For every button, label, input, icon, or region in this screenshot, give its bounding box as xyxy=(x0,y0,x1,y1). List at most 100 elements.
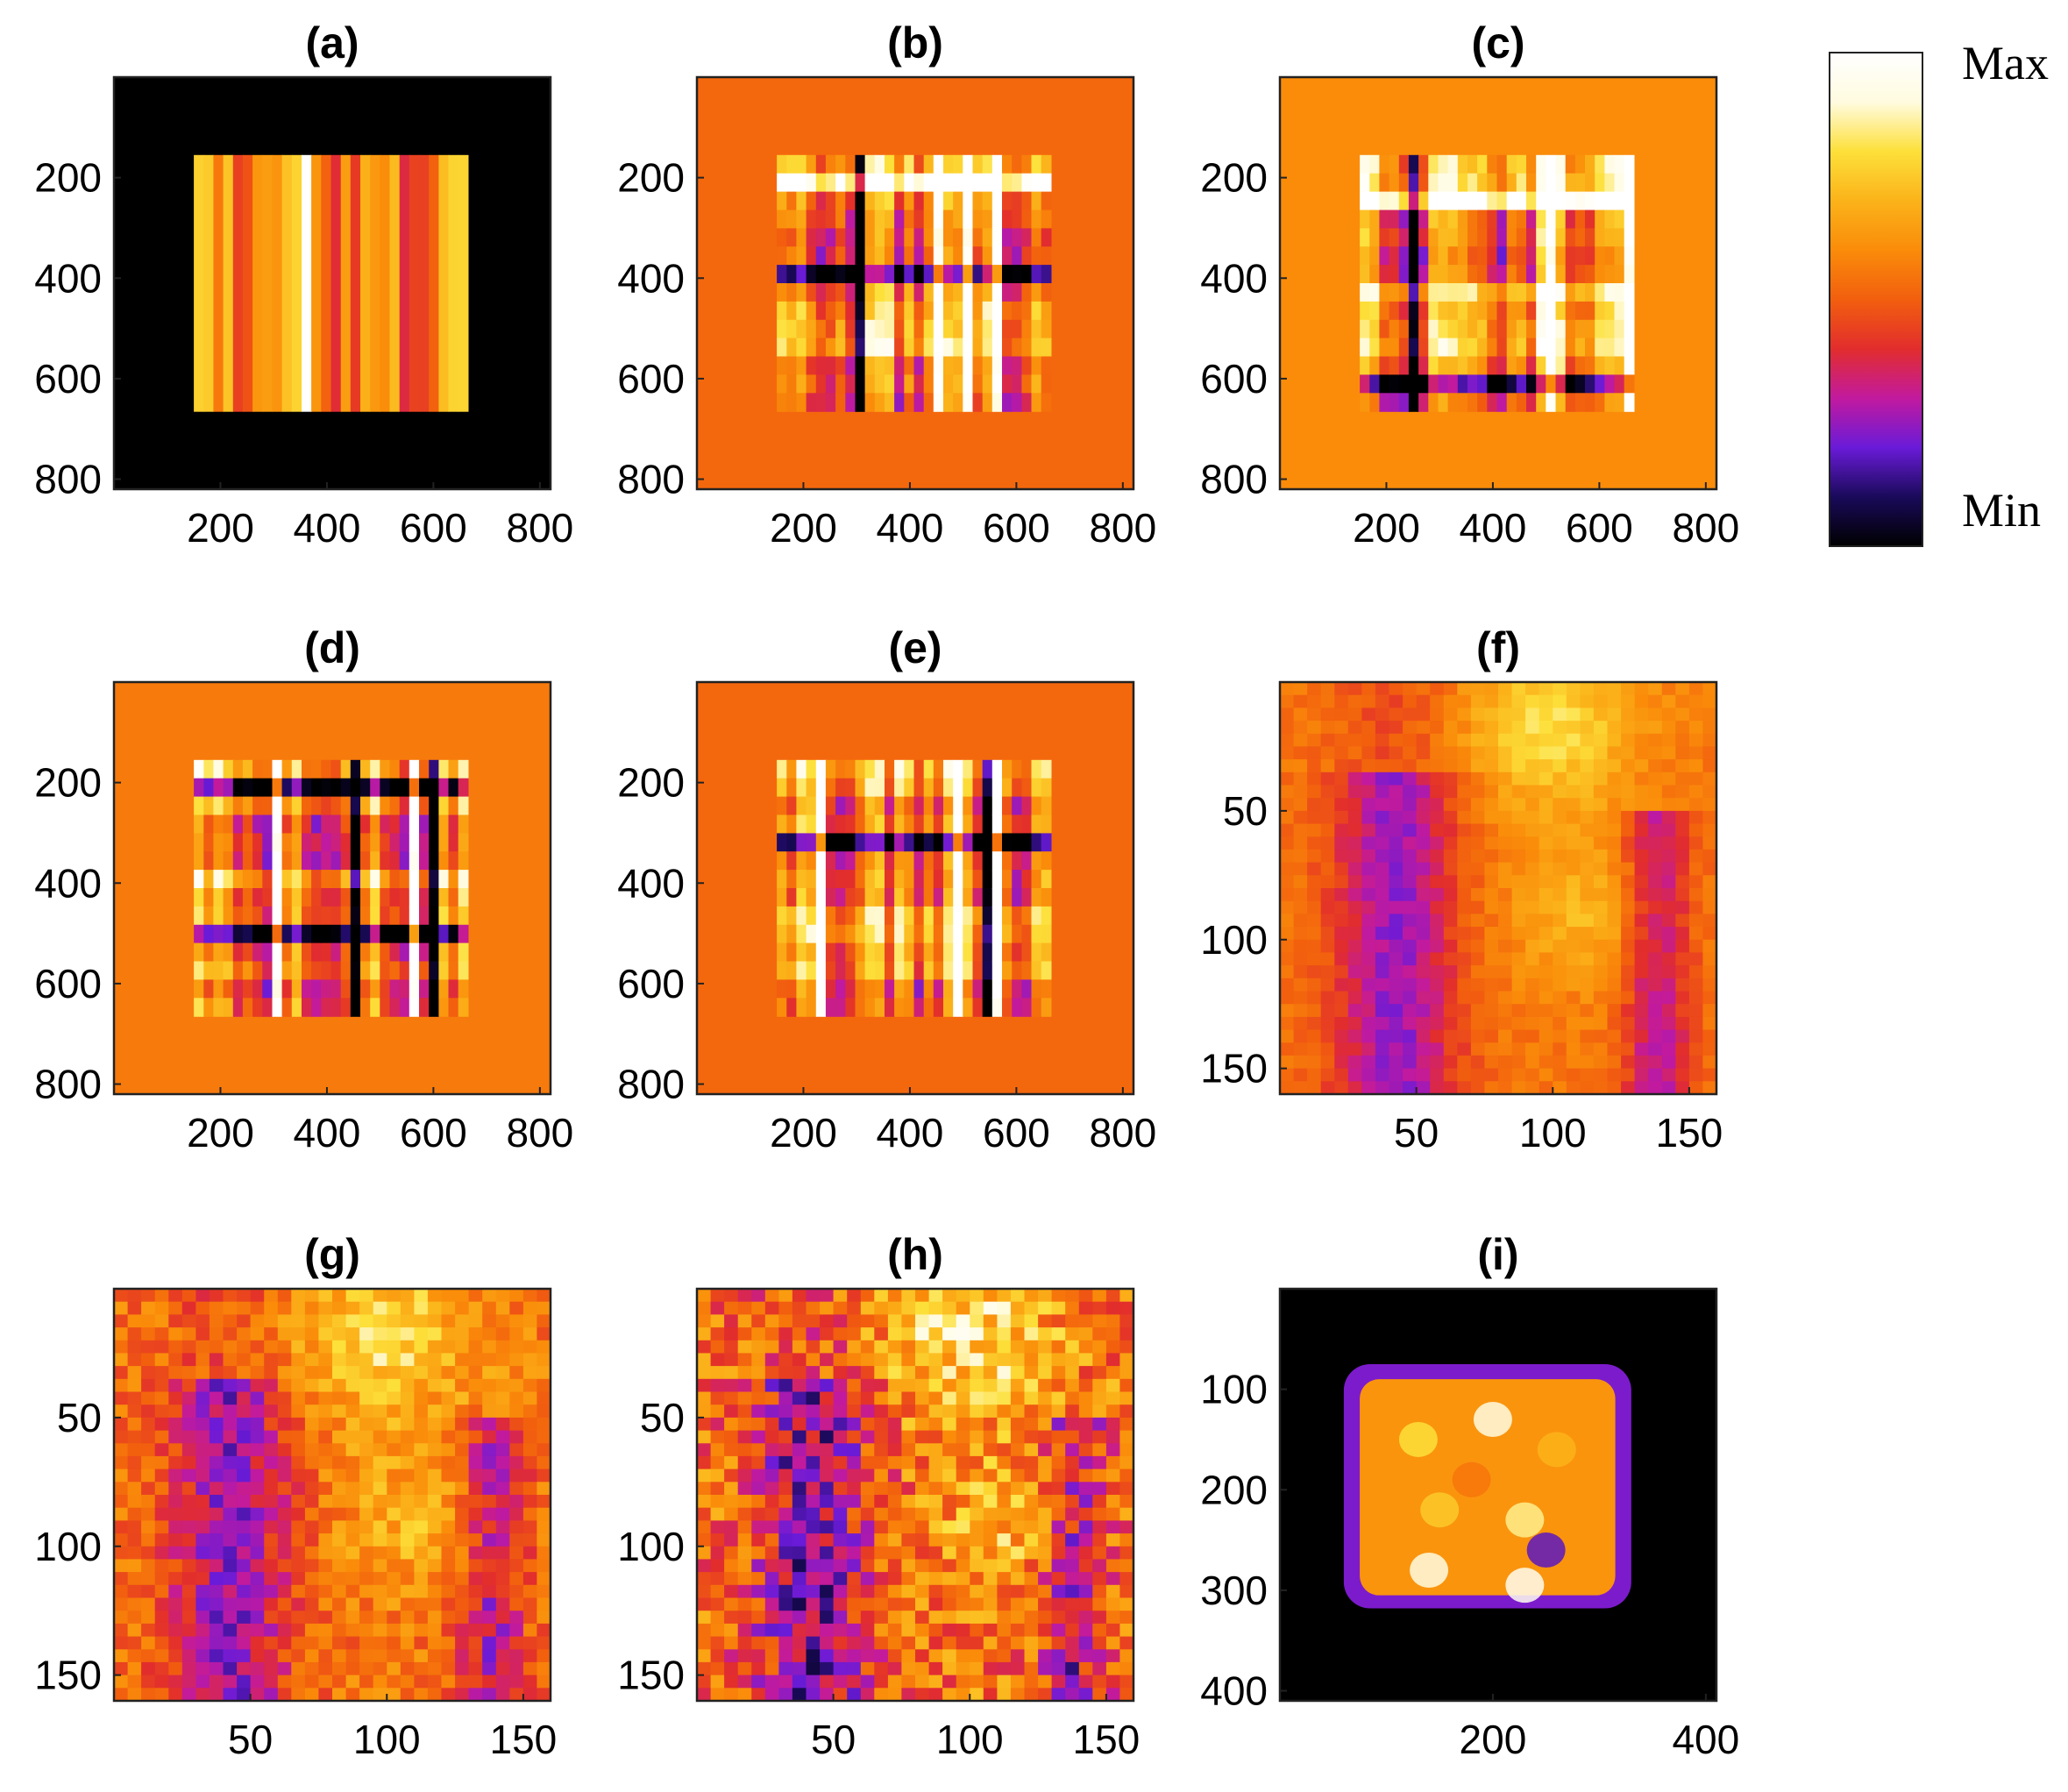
heatmap-cell xyxy=(250,1366,265,1380)
heatmap-cell xyxy=(1526,228,1537,247)
heatmap-cell xyxy=(1092,1688,1107,1701)
heatmap-cell xyxy=(223,1404,238,1419)
heatmap-cell xyxy=(181,1533,196,1547)
heatmap-cell xyxy=(972,210,984,229)
heatmap-cell xyxy=(350,154,361,412)
heatmap-cell xyxy=(982,870,993,889)
heatmap-cell xyxy=(359,1378,374,1393)
heatmap-cell xyxy=(751,1289,766,1303)
heatmap-cell xyxy=(943,759,954,779)
heatmap-cell xyxy=(894,796,905,816)
heatmap-cell xyxy=(1648,965,1663,979)
heatmap-cell xyxy=(1293,978,1308,992)
heatmap-cell xyxy=(1484,927,1499,941)
heatmap-cell xyxy=(982,851,993,871)
heatmap-cell xyxy=(509,1289,524,1303)
heatmap-cell xyxy=(387,1404,402,1419)
y-tick-label: 600 xyxy=(1200,356,1268,402)
heatmap-cell xyxy=(458,888,469,907)
heatmap-cell xyxy=(1002,154,1013,174)
heatmap-cell xyxy=(1506,319,1517,339)
heatmap-cell xyxy=(845,393,856,412)
heatmap-cell xyxy=(195,1559,210,1573)
heatmap-cell xyxy=(1675,772,1690,786)
heatmap-cell xyxy=(250,1611,265,1625)
heatmap-cell xyxy=(1105,1597,1121,1611)
heatmap-cell xyxy=(482,1289,497,1303)
heatmap-cell xyxy=(321,942,332,963)
heatmap-cell xyxy=(792,1482,807,1496)
heatmap-cell xyxy=(1119,1675,1133,1689)
heatmap-cell xyxy=(904,374,915,394)
heatmap-cell xyxy=(847,1289,862,1303)
heatmap-cell xyxy=(956,1507,970,1521)
heatmap-cell xyxy=(928,1443,943,1457)
heatmap-cell xyxy=(847,1366,862,1380)
heatmap-cell xyxy=(209,1430,224,1444)
heatmap-cell xyxy=(1675,952,1690,966)
heatmap-cell xyxy=(894,393,905,412)
heatmap-cell xyxy=(943,942,954,963)
heatmap-cell xyxy=(835,979,846,999)
heatmap-cell xyxy=(933,942,944,963)
heatmap-cell xyxy=(983,1533,998,1547)
heatmap-cell xyxy=(409,796,420,816)
heatmap-cell xyxy=(223,1327,238,1341)
heatmap-cell xyxy=(373,1584,387,1599)
heatmap-cell xyxy=(835,906,846,926)
heatmap-cell xyxy=(1002,833,1013,852)
heatmap-cell xyxy=(1477,338,1488,358)
heatmap-cell xyxy=(1553,1016,1567,1031)
heatmap-cell xyxy=(509,1314,524,1328)
heatmap-cell xyxy=(455,1430,470,1444)
heatmap-cell xyxy=(194,851,204,871)
heatmap-cell xyxy=(1021,173,1033,193)
heatmap-cell xyxy=(1621,759,1636,773)
heatmap-cell xyxy=(1595,283,1605,302)
heatmap-cell xyxy=(427,1688,443,1701)
heatmap-cell xyxy=(223,1623,238,1638)
heatmap-cell xyxy=(1051,1688,1066,1701)
heatmap-cell xyxy=(1470,849,1486,864)
heatmap-cell xyxy=(894,778,905,798)
heatmap-cell xyxy=(983,1507,998,1521)
heatmap-cell xyxy=(991,759,1003,779)
heatmap-cell xyxy=(786,265,798,284)
heatmap-cell xyxy=(887,1623,903,1638)
heatmap-cell xyxy=(1447,283,1459,302)
heatmap-cell xyxy=(1607,1042,1622,1056)
heatmap-cell xyxy=(154,1366,169,1380)
heatmap-cell xyxy=(806,1636,821,1650)
heatmap-cell xyxy=(359,1661,374,1676)
heatmap-cell xyxy=(168,1378,183,1393)
heatmap-cell xyxy=(953,833,963,852)
heatmap-cell xyxy=(956,1623,970,1638)
heatmap-cell xyxy=(777,851,787,871)
heatmap-cell xyxy=(1051,1649,1066,1663)
heatmap-cell xyxy=(864,319,876,339)
heatmap-cell xyxy=(778,1482,793,1496)
heatmap-cell xyxy=(1604,246,1616,266)
heatmap-cell xyxy=(1031,283,1042,302)
heatmap-cell xyxy=(983,1559,998,1573)
heatmap-cell xyxy=(845,154,856,174)
heatmap-cell xyxy=(1574,191,1586,211)
heatmap-cell xyxy=(1379,246,1390,266)
heatmap-cell xyxy=(1403,978,1418,992)
heatmap-cell xyxy=(522,1353,538,1367)
heatmap-cell xyxy=(1065,1378,1080,1393)
heatmap-cell xyxy=(1010,1443,1026,1457)
heatmap-cell xyxy=(154,1482,169,1496)
heatmap-cell xyxy=(114,1584,129,1599)
heatmap-cell xyxy=(482,1559,497,1573)
heatmap-cell xyxy=(777,870,787,889)
heatmap-cell xyxy=(1443,900,1458,914)
heatmap-cell xyxy=(710,1353,725,1367)
heatmap-cell xyxy=(724,1314,739,1328)
heatmap-cell xyxy=(1593,849,1609,864)
heatmap-cell xyxy=(1280,798,1295,812)
heatmap-cell xyxy=(482,1340,497,1355)
heatmap-cell xyxy=(1024,1572,1039,1586)
heatmap-cell xyxy=(400,1468,415,1483)
heatmap-cell xyxy=(943,814,954,834)
